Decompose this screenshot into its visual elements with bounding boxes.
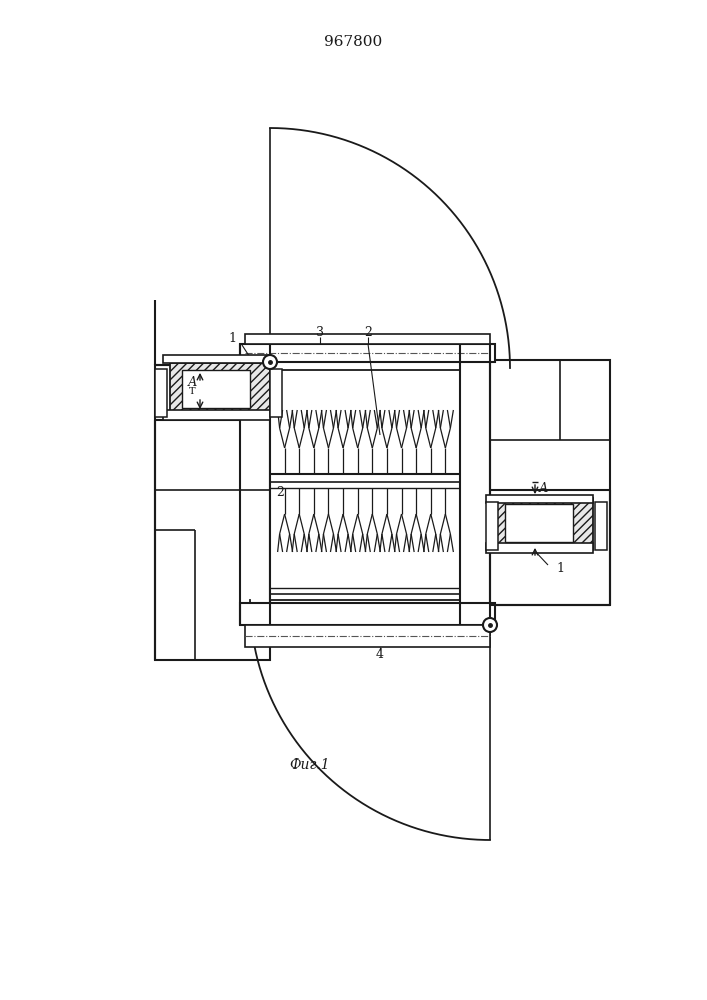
- Circle shape: [263, 355, 277, 369]
- Text: 4: 4: [376, 648, 384, 662]
- Text: 3: 3: [316, 326, 324, 338]
- Bar: [245, 334, 490, 344]
- Bar: [493, 498, 593, 550]
- Text: А: А: [187, 375, 197, 388]
- Bar: [486, 502, 498, 550]
- Bar: [155, 369, 167, 417]
- Bar: [240, 344, 495, 362]
- Text: 967800: 967800: [324, 35, 382, 49]
- Bar: [240, 603, 495, 625]
- Text: Фиг.1: Фиг.1: [290, 758, 330, 772]
- Text: 2: 2: [276, 486, 284, 498]
- Circle shape: [483, 618, 497, 632]
- Bar: [182, 370, 250, 408]
- Bar: [163, 355, 270, 363]
- Text: А: А: [538, 482, 548, 494]
- Bar: [486, 543, 593, 553]
- Bar: [170, 363, 270, 415]
- Bar: [505, 504, 573, 542]
- Bar: [486, 495, 593, 503]
- Text: Т: Т: [189, 386, 195, 395]
- Text: 1: 1: [556, 562, 564, 574]
- Bar: [155, 365, 270, 660]
- Text: 1: 1: [228, 332, 236, 344]
- Bar: [490, 360, 610, 605]
- Bar: [270, 369, 282, 417]
- Bar: [163, 410, 270, 420]
- Bar: [595, 502, 607, 550]
- Bar: [245, 625, 490, 647]
- Bar: [270, 370, 460, 600]
- Text: 2: 2: [364, 326, 372, 338]
